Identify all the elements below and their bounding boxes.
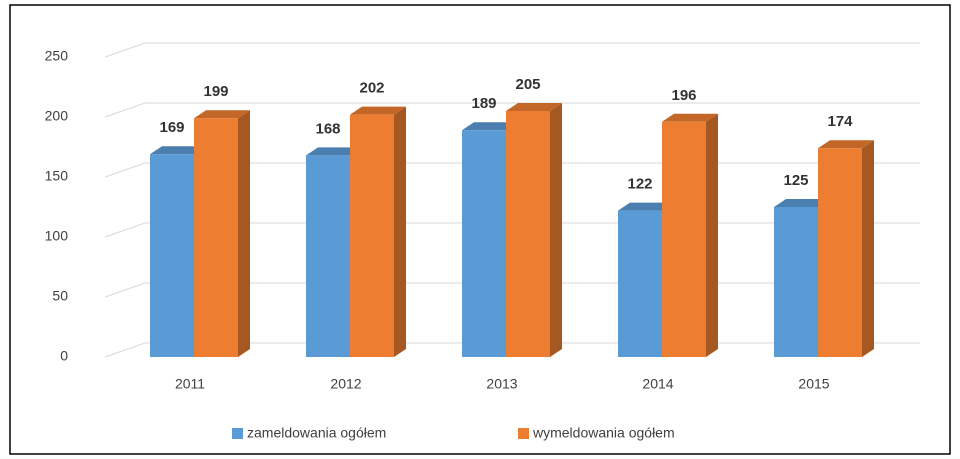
value-label: 189 <box>471 95 496 112</box>
bar <box>774 207 818 357</box>
legend-swatch <box>518 428 529 439</box>
value-label: 169 <box>159 119 184 136</box>
bar <box>506 111 550 357</box>
bar <box>662 121 706 357</box>
bar-top <box>150 146 206 155</box>
legend-swatch <box>232 428 243 439</box>
y-tick-label: 250 <box>45 48 69 64</box>
value-label: 174 <box>827 113 853 130</box>
bar <box>194 118 238 357</box>
legend-label: wymeldowania ogółem <box>532 425 675 441</box>
value-label: 168 <box>315 120 340 137</box>
bar <box>818 148 862 357</box>
grid-line <box>104 42 920 58</box>
grid-line <box>104 102 920 118</box>
bar-top <box>194 110 250 119</box>
bar-top <box>506 103 562 111</box>
y-tick-label: 150 <box>45 168 69 184</box>
bar-top <box>662 113 718 122</box>
legend-label: zameldowania ogółem <box>247 425 386 441</box>
bar-side <box>706 113 718 357</box>
bar-side <box>862 140 874 357</box>
x-tick-label: 2011 <box>175 376 205 392</box>
bar-top <box>774 199 830 207</box>
value-label: 125 <box>783 172 808 189</box>
x-tick-label: 2012 <box>330 376 361 392</box>
y-tick-label: 200 <box>45 108 69 124</box>
bar-side <box>394 106 406 357</box>
bar <box>462 130 506 357</box>
bar-side <box>238 110 250 357</box>
value-label: 122 <box>627 176 652 193</box>
bar-top <box>618 202 674 211</box>
value-label: 196 <box>671 87 696 104</box>
value-label: 205 <box>515 76 540 93</box>
bar <box>618 210 662 357</box>
value-label: 199 <box>203 83 228 100</box>
bar-top <box>350 106 406 115</box>
x-tick-label: 2013 <box>486 376 517 392</box>
bar-top <box>306 147 362 156</box>
bar-top <box>462 122 518 131</box>
value-label: 202 <box>359 80 384 97</box>
bar <box>350 114 394 357</box>
bar-side <box>550 103 562 357</box>
grid-line <box>104 162 920 178</box>
bar <box>150 154 194 357</box>
y-tick-label: 100 <box>45 228 69 244</box>
bar-top <box>818 140 874 149</box>
bar <box>306 155 350 357</box>
x-tick-label: 2014 <box>642 376 673 392</box>
x-tick-label: 2015 <box>798 376 829 392</box>
y-tick-label: 0 <box>60 348 68 364</box>
y-tick-label: 50 <box>52 288 68 304</box>
